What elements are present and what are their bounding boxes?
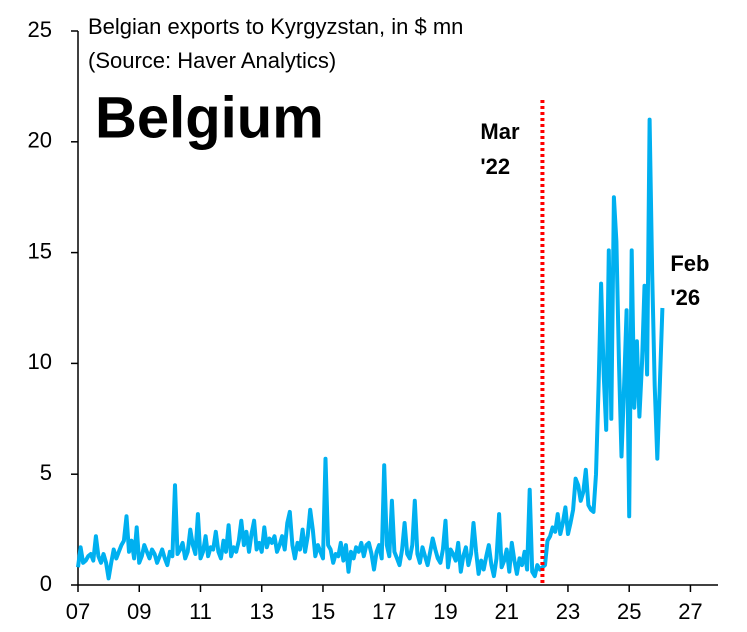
chart-title: Belgian exports to Kyrgyzstan, in $ mn xyxy=(88,14,463,39)
y-tick-label: 20 xyxy=(28,128,52,153)
chart-subtitle: (Source: Haver Analytics) xyxy=(88,48,336,73)
y-tick-label: 10 xyxy=(28,349,52,374)
end-label: Feb xyxy=(670,251,709,276)
x-tick-label: 09 xyxy=(127,599,151,624)
x-tick-label: 21 xyxy=(494,599,518,624)
y-tick-label: 25 xyxy=(28,17,52,42)
event-label: Mar xyxy=(480,119,520,144)
chart-label: Belgium xyxy=(95,85,324,150)
x-tick-label: 13 xyxy=(249,599,273,624)
x-tick-label: 25 xyxy=(617,599,641,624)
end-label: '26 xyxy=(670,285,700,310)
x-tick-label: 17 xyxy=(372,599,396,624)
data-line xyxy=(76,117,665,581)
x-tick-label: 07 xyxy=(66,599,90,624)
x-tick-label: 11 xyxy=(189,599,212,624)
y-tick-label: 5 xyxy=(40,460,52,485)
x-tick-label: 15 xyxy=(311,599,335,624)
y-tick-label: 15 xyxy=(28,238,52,263)
x-tick-label: 19 xyxy=(433,599,457,624)
y-tick-label: 0 xyxy=(40,571,52,596)
event-label: '22 xyxy=(480,154,510,179)
x-tick-label: 23 xyxy=(556,599,580,624)
x-tick-label: 27 xyxy=(678,599,702,624)
